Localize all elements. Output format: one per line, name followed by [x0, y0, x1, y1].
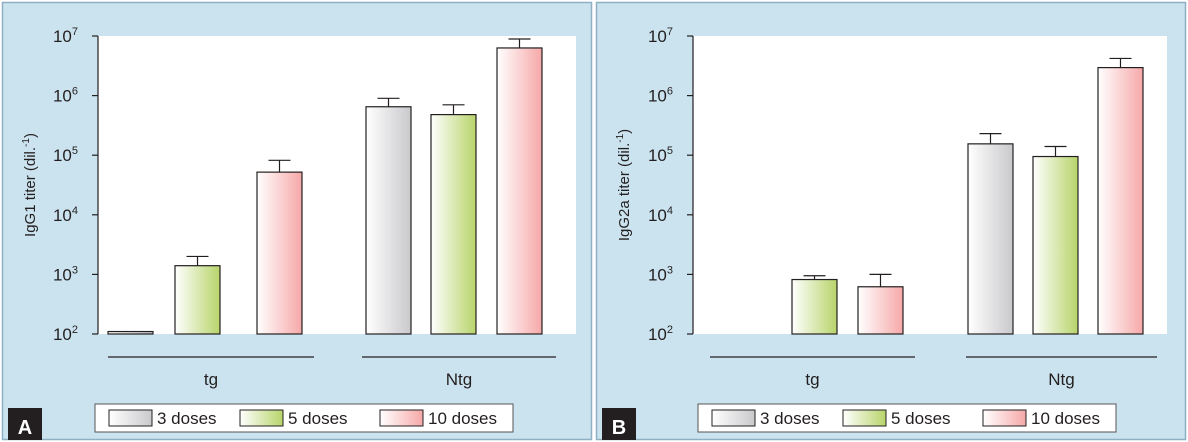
y-tick-label: 103	[53, 264, 78, 284]
bar	[1032, 155, 1079, 335]
legend-swatch	[982, 409, 1027, 427]
bar	[256, 171, 303, 335]
legend-box	[697, 403, 1117, 433]
plot-area	[693, 36, 1167, 334]
legend-swatch	[711, 409, 756, 427]
bar	[791, 278, 838, 335]
bar	[430, 113, 477, 335]
group-label: Ntg	[446, 370, 472, 389]
panel-label: A	[18, 417, 32, 439]
y-tick-label: 107	[53, 26, 78, 46]
chart-panel-b: 102 103 104 105 106 107 IgG2a titer (dil.-1) tg…	[595, 1, 1187, 441]
y-tick-label: 105	[648, 145, 673, 165]
y-tick-label: 105	[53, 145, 78, 165]
y-tick-label: 102	[648, 324, 673, 344]
group-label: tg	[204, 370, 218, 389]
legend-label: 3 doses	[157, 409, 217, 428]
panel-label-box	[602, 408, 636, 440]
panel-label-box	[8, 408, 42, 440]
y-axis-label: IgG2a titer (dil.-1)	[615, 129, 633, 241]
bar	[174, 265, 221, 335]
bar	[365, 106, 412, 335]
y-tick-label: 102	[53, 324, 78, 344]
legend-label: 10 doses	[1031, 409, 1100, 428]
bar	[107, 330, 154, 335]
legend-swatch	[842, 409, 887, 427]
y-tick-label: 107	[648, 26, 673, 46]
legend-swatch	[239, 409, 284, 427]
group-label: tg	[805, 370, 819, 389]
legend-box	[94, 403, 514, 433]
legend-label: 5 doses	[891, 409, 951, 428]
panel-label: B	[612, 417, 626, 439]
legend-label: 10 doses	[428, 409, 497, 428]
bar	[1097, 66, 1144, 335]
legend-label: 3 doses	[760, 409, 820, 428]
chart-panel-a: 102 103 104 105 106 107 IgG1 titer (dil.-1) tg N…	[1, 1, 593, 441]
legend-swatch	[108, 409, 153, 427]
y-axis-label: IgG1 titer (dil.-1)	[21, 133, 39, 237]
y-tick-label: 106	[648, 86, 673, 106]
y-tick-label: 103	[648, 264, 673, 284]
legend-label: 5 doses	[288, 409, 348, 428]
bar	[496, 47, 543, 335]
group-label: Ntg	[1048, 370, 1074, 389]
y-tick-label: 106	[53, 86, 78, 106]
bar	[967, 143, 1014, 335]
legend-swatch	[379, 409, 424, 427]
y-tick-label: 104	[648, 205, 673, 225]
y-tick-label: 104	[53, 205, 78, 225]
bar	[857, 286, 904, 335]
